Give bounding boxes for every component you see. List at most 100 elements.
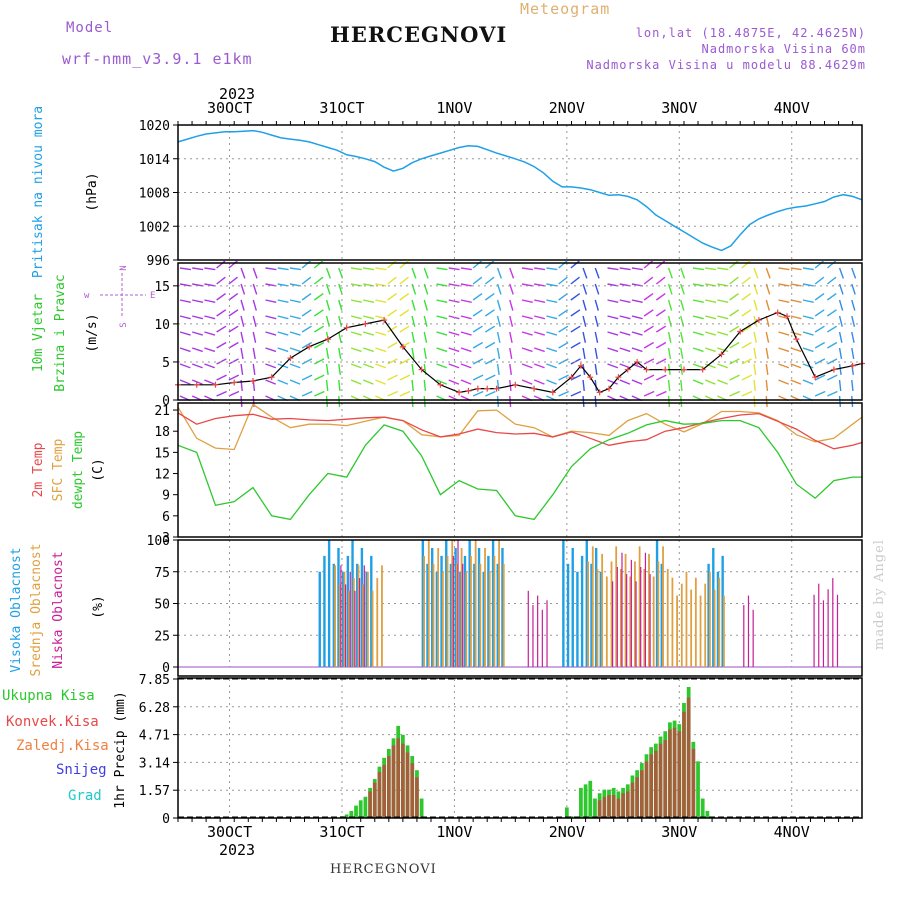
wind-arrow	[607, 267, 619, 271]
wind-arrow	[411, 299, 416, 311]
precip-conv-bar	[396, 738, 401, 818]
wind-arrow	[753, 299, 758, 311]
wind-arrow	[228, 390, 240, 397]
precip-total-bar	[344, 814, 349, 818]
pressure-panel: 1020 1014 1008 1002 996 Pritisak na nivou mo…	[31, 106, 863, 278]
precip-total-bar	[419, 798, 424, 818]
cloud-bar	[366, 571, 369, 667]
cloud-bar	[501, 547, 504, 667]
wind-arrow	[814, 325, 825, 333]
wind-arrow	[826, 260, 837, 269]
wind-arrow	[301, 309, 312, 317]
wind-arrow	[423, 267, 429, 279]
cloud-bar	[713, 589, 716, 667]
wind-arrow	[607, 347, 619, 353]
wind-speed-marker	[193, 381, 200, 388]
wind-arrow	[753, 267, 759, 279]
wind-arrow	[301, 260, 312, 269]
cloud-bar	[323, 555, 326, 667]
cloud-bar	[562, 540, 565, 667]
precip-conv-bar	[372, 782, 377, 818]
tick-label: 10	[154, 318, 170, 333]
wind-arrow	[582, 299, 587, 311]
wind-speed-marker	[587, 374, 594, 381]
wind-arrow	[436, 315, 448, 320]
top-day-label: 4NOV	[774, 99, 810, 117]
precip-conv-bar	[677, 731, 682, 818]
cloud-bar	[465, 571, 468, 667]
cloud-ticks: 100 75 50 25 0	[147, 534, 178, 676]
wind-arrow	[387, 309, 398, 317]
wind-arrow	[496, 299, 502, 311]
wind-arrow	[546, 267, 558, 271]
cloud-bar	[502, 563, 505, 667]
wind-arrow	[423, 347, 427, 359]
cloud-bar	[362, 584, 365, 667]
wind-arrow	[375, 267, 387, 271]
wind-arrow	[655, 325, 667, 333]
precip-conv-bar	[391, 745, 396, 818]
wind-arrow	[814, 390, 826, 397]
wind-arrow	[680, 379, 683, 392]
wind-arrow	[717, 331, 729, 336]
wind-arrow	[387, 325, 398, 333]
cloud-bar	[571, 547, 574, 667]
wind-arrow	[729, 325, 740, 333]
wind-arrow	[729, 260, 739, 269]
cloud-bar	[488, 571, 491, 667]
wind-arrow	[790, 315, 802, 320]
wind-arrow	[570, 374, 582, 381]
wind-arrow	[509, 283, 514, 295]
wind-arrow	[680, 331, 684, 343]
wind-arrow	[594, 347, 598, 359]
wind-arrow	[717, 299, 729, 303]
wind-arrow	[325, 363, 329, 375]
precip-conv-bar	[377, 771, 382, 818]
top-day-label: 2NOV	[549, 99, 585, 117]
tick-label: 25	[154, 629, 170, 644]
cloud-bar	[452, 555, 454, 667]
wind-arrow	[252, 363, 256, 375]
wind-arrow	[607, 331, 619, 336]
wind-arrow	[765, 267, 771, 279]
wind-arrow	[521, 331, 533, 336]
credit-text: made by Angel	[872, 539, 887, 650]
wind-arrow	[423, 379, 427, 392]
wind-arrow	[460, 331, 472, 336]
cloud-bar	[616, 566, 618, 667]
wind-speed-marker	[755, 317, 762, 324]
wind-arrow	[436, 363, 448, 369]
wind-speed-marker	[512, 381, 519, 388]
precip-ylabel: 1hr Precip (mm)	[113, 691, 128, 808]
wind-arrow	[399, 374, 411, 381]
precip-total-bar	[696, 761, 700, 818]
wind-arrow	[546, 331, 558, 336]
precip-conv-bar	[668, 729, 672, 818]
wind-arrow	[667, 395, 671, 408]
cloud-bar	[437, 547, 440, 667]
cloud-bar	[430, 547, 434, 667]
wind-arrow	[802, 331, 814, 336]
cloud-bar	[473, 563, 476, 667]
cloud-bar	[337, 547, 340, 667]
wind-arrow	[619, 299, 631, 303]
wind-arrow	[827, 390, 838, 397]
tick-label: 6.28	[139, 701, 170, 716]
wind-arrow	[656, 341, 667, 349]
wind-arrow	[838, 299, 844, 311]
cloud-bar	[468, 540, 471, 667]
wind-arrow	[570, 276, 580, 285]
precip-conv-bar	[653, 750, 658, 818]
wind-arrow	[680, 347, 684, 359]
cloud-bar	[721, 555, 724, 667]
wind-arrow	[521, 379, 533, 385]
wind-arrow	[484, 260, 495, 269]
wind-arrow	[338, 395, 341, 408]
cloud-bar	[660, 563, 663, 667]
wind-arrow	[289, 379, 301, 385]
wind-speed-marker	[231, 379, 238, 386]
temp-unit: (C)	[91, 458, 106, 481]
wind-arrow	[484, 292, 495, 301]
wind-arrow	[338, 363, 342, 375]
wind-arrow	[692, 331, 704, 336]
